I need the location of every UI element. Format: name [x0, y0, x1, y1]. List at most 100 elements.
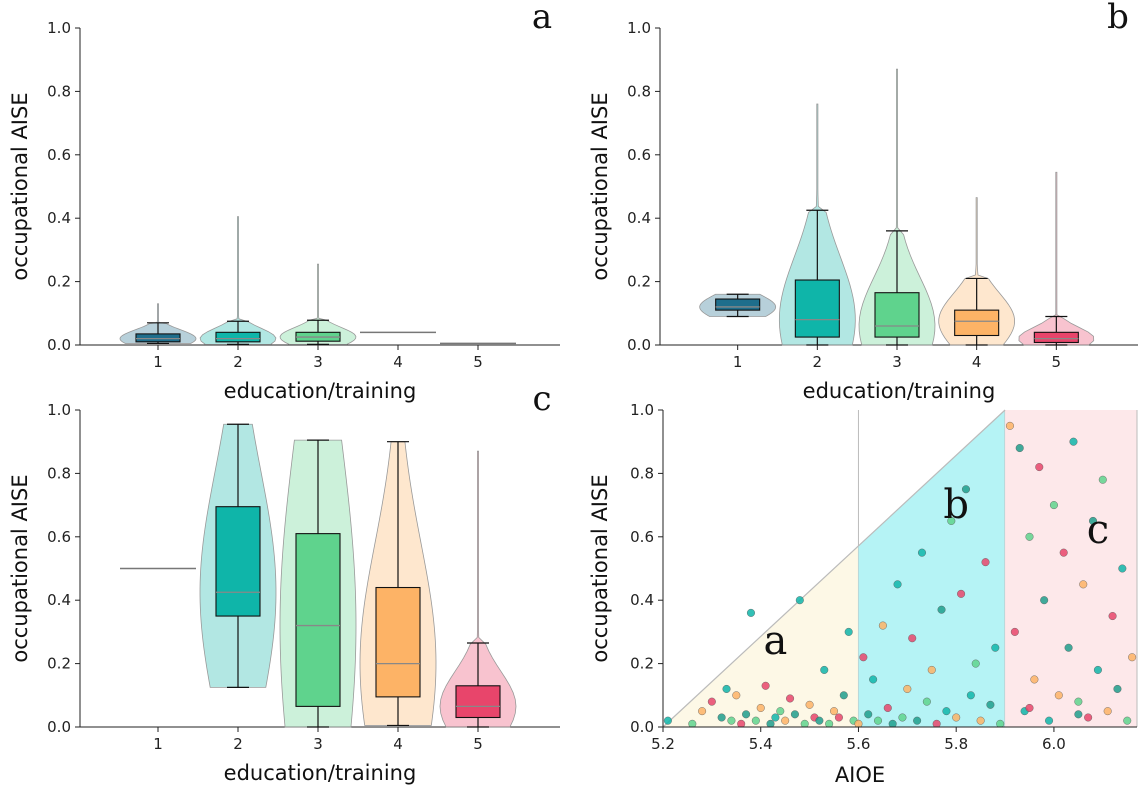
scatter-point: [717, 713, 726, 722]
scatter-point: [903, 684, 912, 693]
scatter-point: [732, 691, 741, 700]
box: [1033, 331, 1079, 344]
y-tick-label: 0.6: [630, 528, 654, 546]
x-tick-label: 1: [153, 735, 163, 753]
scatter-point: [742, 710, 751, 719]
scatter-point: [888, 719, 897, 727]
scatter-point: [913, 716, 922, 725]
y-tick-label: 0.2: [47, 273, 71, 291]
x-tick-label: 2: [233, 735, 243, 753]
scatter-point: [1123, 716, 1132, 725]
scatter-point: [688, 719, 697, 727]
violin-body: [439, 450, 517, 728]
scatter-point: [908, 634, 917, 643]
scatter-point: [1030, 675, 1039, 684]
scatter-point: [937, 605, 946, 614]
region-label-b: b: [943, 482, 969, 528]
x-tick-label: 5.4: [749, 735, 773, 753]
scatter-point: [952, 713, 961, 722]
scatter-point: [922, 697, 931, 706]
x-tick-label: 2: [813, 353, 823, 371]
violin-body: [1018, 171, 1095, 346]
y-tick-label: 1.0: [47, 401, 71, 419]
panel-label: c: [532, 379, 551, 419]
y-tick-label: 0.0: [627, 336, 651, 354]
scatter-point: [917, 548, 926, 557]
scatter-point: [737, 719, 746, 727]
scatter-point: [864, 710, 873, 719]
x-axis-title: education/training: [803, 379, 996, 403]
scatter-point: [766, 719, 775, 727]
y-axis-title: occupational AISE: [8, 474, 32, 662]
scatter-point: [751, 716, 760, 725]
box: [375, 586, 421, 698]
scatter-point: [1079, 580, 1088, 589]
scatter-point: [698, 707, 707, 716]
box: [295, 533, 341, 707]
y-tick-label: 0.6: [627, 146, 651, 164]
scatter-point: [1074, 697, 1083, 706]
violin-body: [938, 197, 1016, 346]
scatter-point: [878, 621, 887, 630]
scatter-point: [1045, 716, 1054, 725]
region-b: [858, 410, 1006, 727]
scatter-point: [771, 713, 780, 722]
scatter-point: [1040, 596, 1049, 605]
scatter-point: [1128, 653, 1137, 662]
scatter-point: [859, 653, 868, 662]
y-tick-label: 0.8: [627, 82, 651, 100]
scatter-point: [1093, 665, 1102, 674]
x-tick-label: 6.0: [1042, 735, 1066, 753]
scatter-point: [825, 719, 834, 727]
x-tick-label: 4: [393, 353, 403, 371]
scatter-point: [976, 716, 985, 725]
scatter-point: [1049, 501, 1058, 510]
x-tick-label: 2: [233, 353, 243, 371]
x-axis-title: education/training: [224, 379, 417, 403]
x-tick-label: 5.8: [944, 735, 968, 753]
scatter-point: [1108, 612, 1117, 621]
scatter-point: [1089, 516, 1098, 525]
y-tick-label: 1.0: [630, 401, 654, 419]
scatter-point: [820, 665, 829, 674]
violin-body: [279, 263, 357, 345]
y-tick-label: 0.4: [630, 591, 654, 609]
y-tick-label: 0.0: [630, 718, 654, 736]
scatter-point: [927, 665, 936, 674]
scatter-point: [722, 684, 731, 693]
scatter-point: [790, 710, 799, 719]
scatter-point: [1054, 691, 1063, 700]
scatter-point: [986, 700, 995, 709]
scatter-point: [1005, 421, 1014, 430]
x-axis-title: AIOE: [835, 763, 885, 787]
y-tick-label: 0.2: [627, 273, 651, 291]
scatter-point: [869, 675, 878, 684]
scatter-point: [883, 703, 892, 712]
scatter-point: [805, 700, 814, 709]
scatter-points: [663, 421, 1137, 727]
x-tick-label: 4: [393, 735, 403, 753]
scatter-point: [996, 719, 1005, 727]
x-tick-label: 1: [733, 353, 743, 371]
scatter-point: [961, 485, 970, 494]
scatter-point: [830, 707, 839, 716]
x-tick-label: 5: [473, 353, 483, 371]
scatter-point: [874, 716, 883, 725]
y-tick-label: 0.2: [47, 655, 71, 673]
scatter-point: [795, 596, 804, 605]
scatter-point: [1084, 713, 1093, 722]
box: [455, 685, 501, 719]
scatter-point: [942, 707, 951, 716]
scatter-point: [1103, 707, 1112, 716]
box: [874, 292, 920, 338]
scatter-point: [839, 691, 848, 700]
scatter-point: [957, 589, 966, 598]
scatter-point: [1025, 703, 1034, 712]
scatter-point: [834, 713, 843, 722]
y-tick-label: 1.0: [627, 19, 651, 37]
x-tick-label: 5.2: [651, 735, 675, 753]
scatter-point: [1015, 444, 1024, 453]
panel-b: 0.0 0.2 0.4 0.6 0.8 1.0 occupational AISE educa…: [588, 0, 1138, 403]
scatter-point: [1113, 684, 1122, 693]
